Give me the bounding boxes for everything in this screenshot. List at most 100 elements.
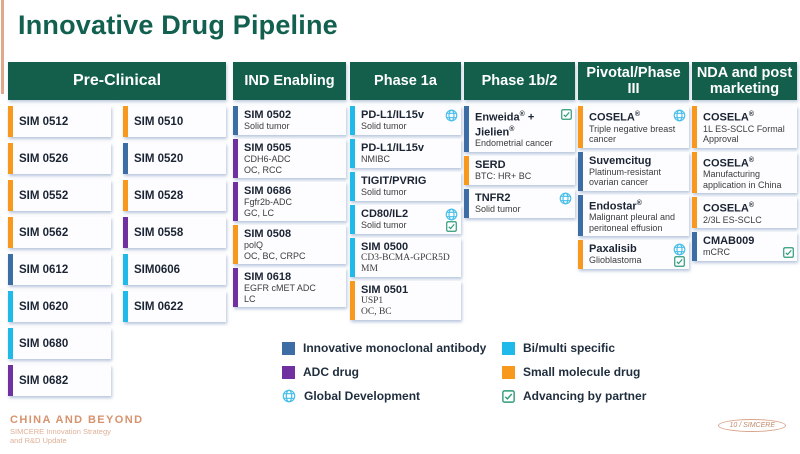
pipeline-card[interactable]: SIM 0680 xyxy=(8,328,111,359)
pipeline-card[interactable]: SIM 0520 xyxy=(123,143,226,174)
drug-detail: mCRC xyxy=(703,247,730,258)
drug-type-bar xyxy=(233,268,238,307)
pipeline-card[interactable]: TNFR2 Solid tumor xyxy=(464,188,575,218)
legend: Innovative monoclonal antibody Bi/multi s… xyxy=(282,341,646,403)
pipeline-card[interactable]: SIM 0618 EGFR cMET ADC LC xyxy=(233,268,346,307)
drug-type-bar xyxy=(350,106,355,135)
drug-type-bar xyxy=(8,106,13,137)
pipeline-card[interactable]: Paxalisib Glioblastoma xyxy=(578,240,689,270)
drug-name: SIM 0686 xyxy=(244,185,292,197)
drug-type-bar xyxy=(8,328,13,359)
legend-item: Innovative monoclonal antibody xyxy=(282,341,502,355)
pipeline-card[interactable]: SIM0606 xyxy=(123,254,226,285)
advancing-by-partner-icon xyxy=(502,389,515,403)
pipeline-card[interactable]: SIM 0500 CD3-BCMA-GPCR5D MM xyxy=(350,238,461,277)
column-header-phase-1a: Phase 1a xyxy=(350,62,461,100)
card-body: SIM 0686 Fgfr2b-ADC GC, LC xyxy=(238,182,346,221)
drug-type-bar xyxy=(123,143,128,174)
drug-type-bar xyxy=(233,225,238,264)
global-development-icon xyxy=(445,208,458,221)
pipeline-card[interactable]: SIM 0562 xyxy=(8,217,111,248)
drug-detail: Endometrial cancer xyxy=(475,138,553,149)
pipeline-card[interactable]: Endostar® Malignant pleural and peritonea… xyxy=(578,194,689,237)
pipeline-card[interactable]: SIM 0620 xyxy=(8,291,111,322)
drug-name: COSELA® xyxy=(703,156,755,170)
global-development-icon xyxy=(673,109,686,122)
pipeline-card[interactable]: COSELA® Manufacturing application in Chin… xyxy=(692,151,797,194)
lane: Enweida® + Jielien® Endometrial cancer SER… xyxy=(464,106,575,218)
drug-name: Endostar® xyxy=(589,199,642,213)
pipeline-card[interactable]: SIM 0682 xyxy=(8,365,111,396)
pipeline-card[interactable]: CD80/IL2 Solid tumor xyxy=(350,205,461,234)
pipeline-card[interactable]: SIM 0505 CDH6-ADC OC, RCC xyxy=(233,139,346,178)
legend-item: Global Development xyxy=(282,389,502,403)
drug-type-bar xyxy=(350,172,355,201)
drug-detail: LC xyxy=(244,293,256,304)
drug-name: PD-L1/IL15v xyxy=(361,142,424,154)
pipeline-card[interactable]: SIM 0558 xyxy=(123,217,226,248)
card-body: SIM 0508 polQ OC, BC, CRPC xyxy=(238,225,346,264)
drug-type-bar xyxy=(692,197,697,229)
pipeline-card[interactable]: SIM 0501 USP1 OC, BC xyxy=(350,281,461,320)
drug-type-bar xyxy=(578,194,583,237)
footer-subtitle: SIMCERE Innovation Strategy and R&D Upda… xyxy=(10,427,143,445)
legend-swatch-mab xyxy=(282,341,295,355)
card-icons xyxy=(783,235,794,259)
drug-name: SIM 0622 xyxy=(134,300,184,313)
drug-detail: Manufacturing application in China xyxy=(703,169,782,190)
pipeline-card[interactable]: PD-L1/IL15v NMIBC xyxy=(350,139,461,168)
pipeline-card[interactable]: Enweida® + Jielien® Endometrial cancer xyxy=(464,106,575,152)
legend-label: ADC drug xyxy=(303,365,359,379)
legend-item: Bi/multi specific xyxy=(502,341,646,355)
card-body: SIM 0520 xyxy=(128,150,226,168)
pipeline-card[interactable]: COSELA® 1L ES-SCLC Formal Approval xyxy=(692,106,797,148)
global-development-icon xyxy=(559,192,572,205)
pipeline-card[interactable]: Suvemcitug Platinum-resistant ovarian can… xyxy=(578,151,689,191)
pipeline-card[interactable]: SIM 0552 xyxy=(8,180,111,211)
drug-type-bar xyxy=(350,238,355,277)
drug-name: SIM 0612 xyxy=(19,263,69,276)
drug-name: COSELA® xyxy=(703,202,755,215)
drug-detail: Glioblastoma xyxy=(589,255,642,266)
pipeline-card[interactable]: SIM 0510 xyxy=(123,106,226,137)
drug-detail: CDH6-ADC xyxy=(244,154,291,164)
pipeline-card[interactable]: PD-L1/IL15v Solid tumor xyxy=(350,106,461,135)
drug-type-bar xyxy=(692,151,697,194)
pipeline-card[interactable]: SIM 0526 xyxy=(8,143,111,174)
column-lanes: SIM 0502 Solid tumor SIM 0505 CDH6-ADC OC, R… xyxy=(233,106,346,307)
pipeline-card[interactable]: SIM 0502 Solid tumor xyxy=(233,106,346,135)
pipeline-card[interactable]: TIGIT/PVRIG Solid tumor xyxy=(350,172,461,201)
lane: SIM 0502 Solid tumor SIM 0505 CDH6-ADC OC, R… xyxy=(233,106,346,307)
pipeline-card[interactable]: SIM 0512 xyxy=(8,106,111,137)
card-icons xyxy=(559,192,572,215)
drug-type-bar xyxy=(123,106,128,137)
drug-type-bar xyxy=(350,205,355,234)
pipeline-card[interactable]: SIM 0612 xyxy=(8,254,111,285)
pipeline-card[interactable]: SERD BTC: HR+ BC xyxy=(464,155,575,185)
lane: COSELA® 1L ES-SCLC Formal Approval COSELA®… xyxy=(692,106,797,262)
lane: COSELA® Triple negative breast cancer Suve… xyxy=(578,106,689,270)
pipeline-card[interactable]: SIM 0508 polQ OC, BC, CRPC xyxy=(233,225,346,264)
drug-detail: OC, RCC xyxy=(244,164,282,175)
drug-detail: Solid tumor xyxy=(361,220,407,230)
pipeline-card[interactable]: SIM 0686 Fgfr2b-ADC GC, LC xyxy=(233,182,346,221)
page-badge: 10 / SIMCERE xyxy=(718,419,786,432)
pipeline-card[interactable]: SIM 0622 xyxy=(123,291,226,322)
drug-type-bar xyxy=(233,139,238,178)
pipeline-card[interactable]: SIM 0528 xyxy=(123,180,226,211)
card-body: SIM 0682 xyxy=(13,372,111,390)
drug-type-bar xyxy=(8,254,13,285)
pipeline-card[interactable]: CMAB009 mCRC xyxy=(692,232,797,262)
pipeline-card[interactable]: COSELA® 2/3L ES-SCLC xyxy=(692,197,797,229)
drug-name: COSELA® xyxy=(703,111,755,124)
legend-item: ADC drug xyxy=(282,365,502,379)
pipeline-column-nda: NDA and post marketing COSELA® 1L ES-SCLC … xyxy=(692,62,797,262)
drug-name: SIM 0505 xyxy=(244,142,292,154)
drug-type-bar xyxy=(8,365,13,396)
pipeline-card[interactable]: COSELA® Triple negative breast cancer xyxy=(578,106,689,148)
drug-type-bar xyxy=(578,240,583,270)
drug-name: SIM 0526 xyxy=(19,152,69,165)
legend-label: Advancing by partner xyxy=(523,389,647,403)
drug-name: TIGIT/PVRIG xyxy=(361,175,427,187)
card-body: COSELA® 2/3L ES-SCLC xyxy=(697,197,797,228)
